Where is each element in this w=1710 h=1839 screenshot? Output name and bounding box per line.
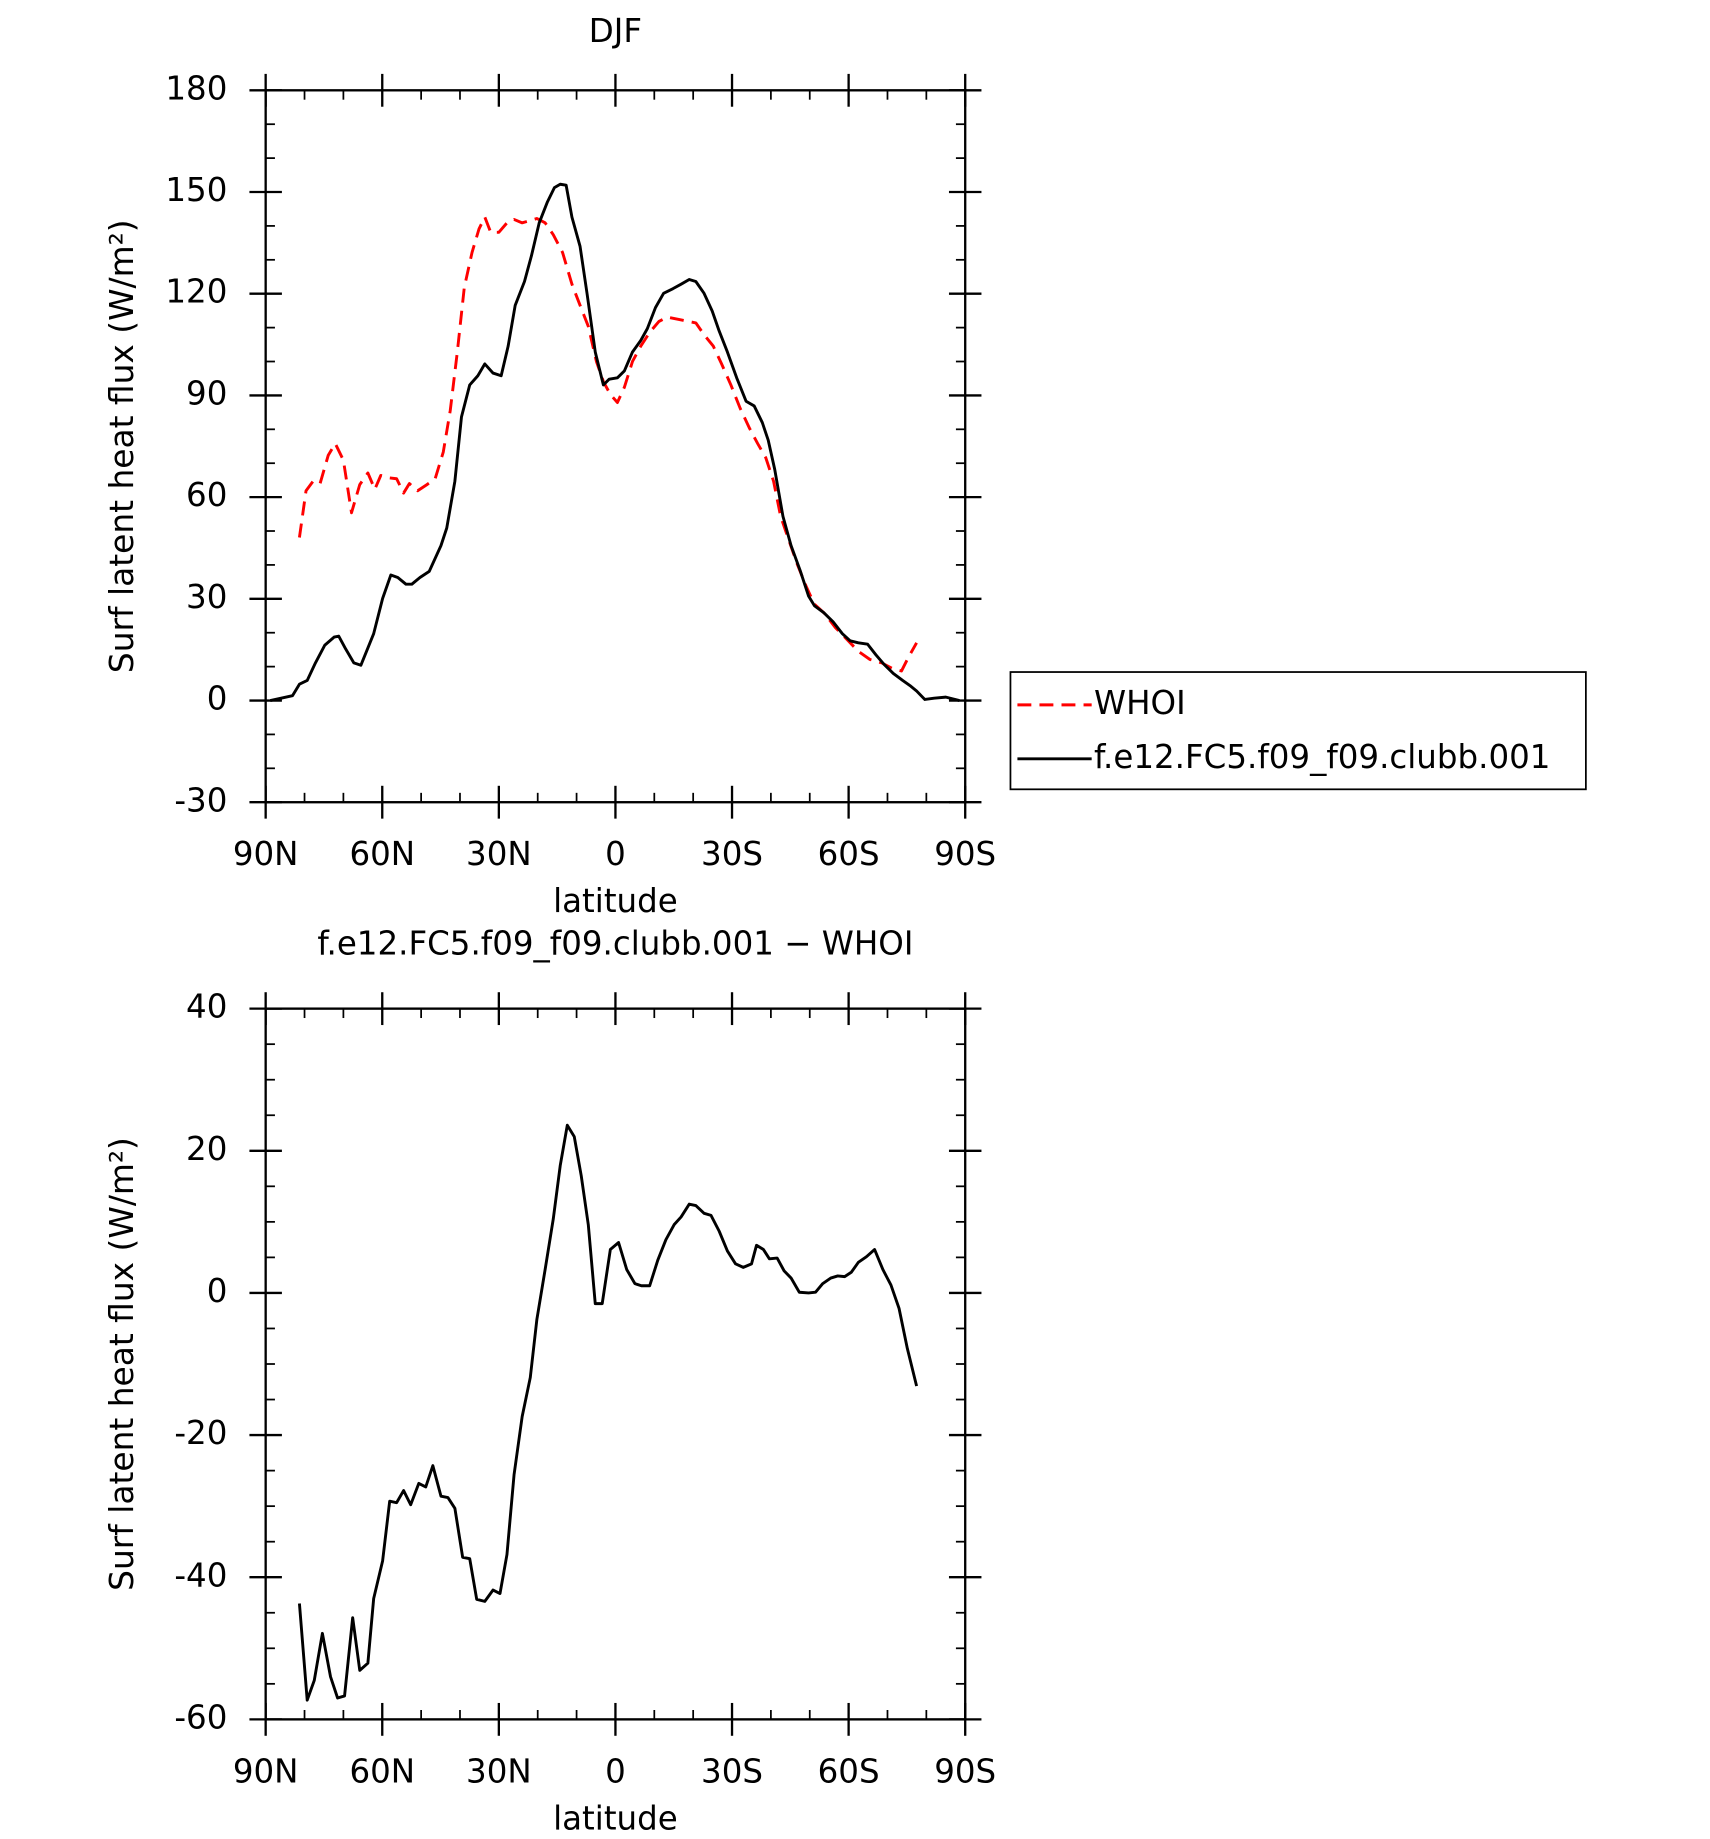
x-tick-label: 90S (934, 835, 996, 873)
x-tick-label: 60S (818, 1752, 880, 1790)
plot-frame (264, 89, 967, 804)
x-tick-label: 60S (818, 835, 880, 873)
x-tick-label: 90N (233, 835, 299, 873)
y-tick-label: 120 (165, 273, 227, 311)
x-tick-label: 60N (349, 1752, 415, 1790)
y-tick-label: 90 (186, 374, 227, 412)
legend-label: f.e12.FC5.f09_f09.clubb.001 (1094, 738, 1550, 776)
x-tick-label: 30S (701, 1752, 763, 1790)
y-tick-label: -60 (174, 1698, 227, 1736)
x-tick-label: 90S (934, 1752, 996, 1790)
chart-title: DJF (589, 12, 642, 50)
legend-label: WHOI (1094, 684, 1186, 722)
x-tick-label: 90N (233, 1752, 299, 1790)
data-line (297, 1123, 919, 1702)
x-tick-label: 0 (605, 835, 626, 873)
y-tick-label: 0 (207, 679, 228, 717)
y-tick-label: 180 (165, 69, 227, 107)
data-line (270, 182, 960, 702)
y-tick-label: 60 (186, 476, 227, 514)
x-tick-label: 30N (466, 1752, 532, 1790)
y-tick-label: -40 (174, 1556, 227, 1594)
x-tick-label: 60N (349, 835, 415, 873)
x-axis-label: latitude (553, 882, 678, 920)
legend-box (1009, 671, 1587, 791)
y-axis-label: Surf latent heat flux (W/m²) (103, 1137, 141, 1591)
y-tick-label: 40 (186, 988, 227, 1026)
x-tick-label: 30S (701, 835, 763, 873)
plot-frame (264, 1007, 967, 1721)
y-axis-label: Surf latent heat flux (W/m²) (103, 219, 141, 673)
y-tick-label: 20 (186, 1130, 227, 1168)
y-tick-label: 150 (165, 171, 227, 209)
y-tick-label: 0 (207, 1272, 228, 1310)
y-tick-label: 30 (186, 578, 227, 616)
data-line (297, 215, 918, 673)
x-tick-label: 0 (605, 1752, 626, 1790)
x-axis-label: latitude (553, 1799, 678, 1837)
y-tick-label: -30 (174, 781, 227, 819)
chart-title: f.e12.FC5.f09_f09.clubb.001 − WHOI (317, 924, 913, 962)
x-tick-label: 30N (466, 835, 532, 873)
y-tick-label: -20 (174, 1414, 227, 1452)
